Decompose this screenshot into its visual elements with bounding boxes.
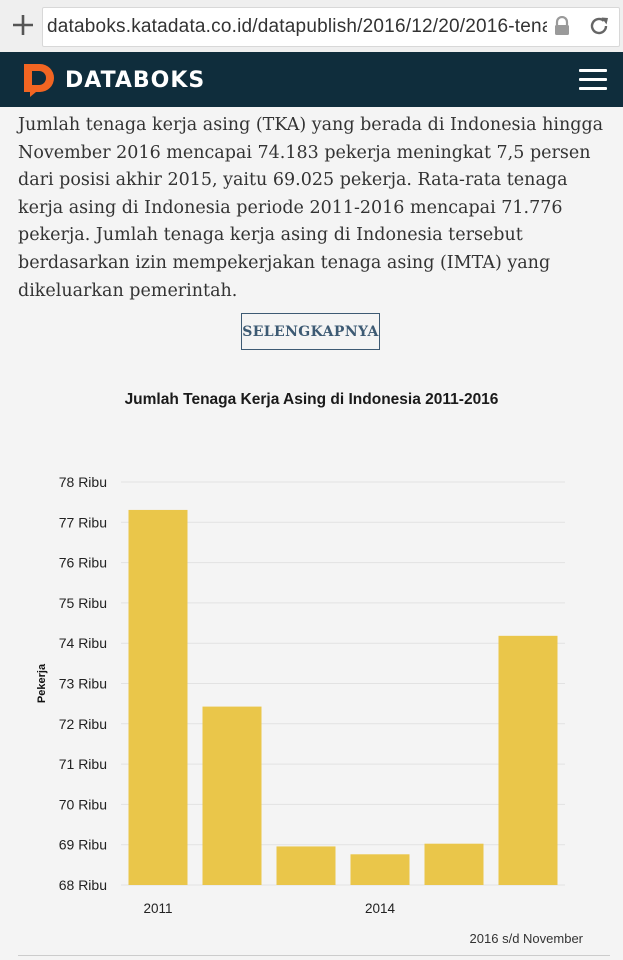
x-tick-label: 2014	[365, 901, 396, 916]
y-tick-label: 70 Ribu	[59, 796, 107, 812]
y-tick-label: 71 Ribu	[59, 756, 107, 772]
bar	[128, 509, 188, 885]
bar	[202, 706, 262, 885]
y-tick-label: 75 Ribu	[59, 595, 107, 611]
chart-title: Jumlah Tenaga Kerja Asing di Indonesia 2…	[124, 391, 499, 408]
y-tick-label: 73 Ribu	[59, 676, 107, 692]
y-tick-label: 76 Ribu	[59, 555, 107, 571]
y-tick-label: 72 Ribu	[59, 716, 107, 732]
bar	[498, 635, 558, 885]
hamburger-menu-icon[interactable]	[579, 69, 607, 91]
bar	[350, 854, 410, 885]
article-paragraph: Jumlah tenaga kerja asing (TKA) yang ber…	[18, 115, 604, 301]
bar	[276, 846, 336, 885]
y-tick-label: 74 Ribu	[59, 635, 107, 651]
browser-address-bar: databoks.katadata.co.id/datapublish/2016…	[0, 0, 623, 52]
url-text[interactable]: databoks.katadata.co.id/datapublish/2016…	[47, 16, 547, 37]
reload-icon[interactable]	[587, 14, 611, 38]
x-tick-label: 2011	[143, 901, 172, 916]
url-field[interactable]: databoks.katadata.co.id/datapublish/2016…	[42, 7, 620, 47]
divider	[18, 955, 610, 956]
lock-icon	[555, 16, 569, 35]
y-tick-label: 78 Ribu	[59, 474, 107, 490]
databoks-logo-icon[interactable]	[22, 62, 56, 98]
y-axis-label: Pekerja	[36, 663, 48, 703]
y-tick-label: 68 Ribu	[59, 877, 107, 893]
y-tick-label: 77 Ribu	[59, 514, 107, 530]
logo-text[interactable]: DATABOKS	[65, 68, 206, 93]
read-more-button[interactable]: SELENGKAPNYA	[241, 313, 380, 350]
chart-footnote: 2016 s/d November	[469, 931, 583, 946]
new-tab-icon[interactable]	[10, 12, 36, 38]
y-tick-label: 69 Ribu	[59, 837, 107, 853]
site-header: DATABOKS	[0, 52, 623, 107]
bar	[424, 843, 484, 885]
bar-chart: 68 Ribu 69 Ribu 70 Ribu 71 Ribu 72 Ribu 73 Ri…	[36, 474, 565, 916]
